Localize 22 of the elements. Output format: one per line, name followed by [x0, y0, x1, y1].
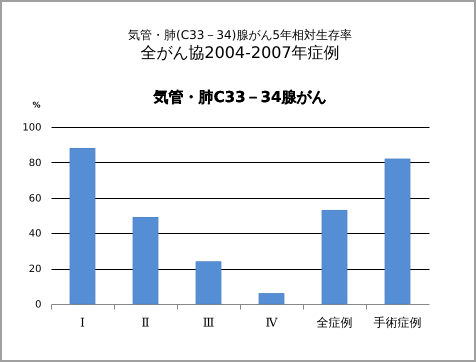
chart-subtitle: 全がん協2004-2007年症例 [140, 43, 340, 62]
chart-title: 気管・肺(C33－34)腺がん5年相対生存率 [128, 28, 352, 42]
y-axis-title: % [32, 100, 41, 110]
x-tick-label: Ⅱ [141, 316, 150, 330]
bar [132, 217, 158, 304]
y-tick-label: 100 [22, 122, 42, 134]
y-tick-label: 0 [35, 300, 42, 310]
x-tick-label: Ⅰ [80, 316, 86, 330]
y-tick-label: 80 [28, 158, 42, 169]
bar [322, 210, 348, 304]
bar [258, 293, 284, 304]
text: 気管・肺C33－34腺がん [152, 88, 326, 106]
x-tick-label: 全症例 [316, 316, 352, 330]
x-tick-label: Ⅲ [202, 316, 214, 330]
bar [196, 261, 222, 304]
x-tick-label: 手術症例 [374, 316, 422, 330]
y-tick-label: 20 [28, 264, 42, 276]
bar [70, 148, 96, 304]
y-tick-label: 40 [28, 228, 42, 240]
bar [384, 158, 410, 304]
y-tick-label: 60 [28, 193, 42, 204]
x-tick-label: Ⅳ [266, 316, 278, 330]
